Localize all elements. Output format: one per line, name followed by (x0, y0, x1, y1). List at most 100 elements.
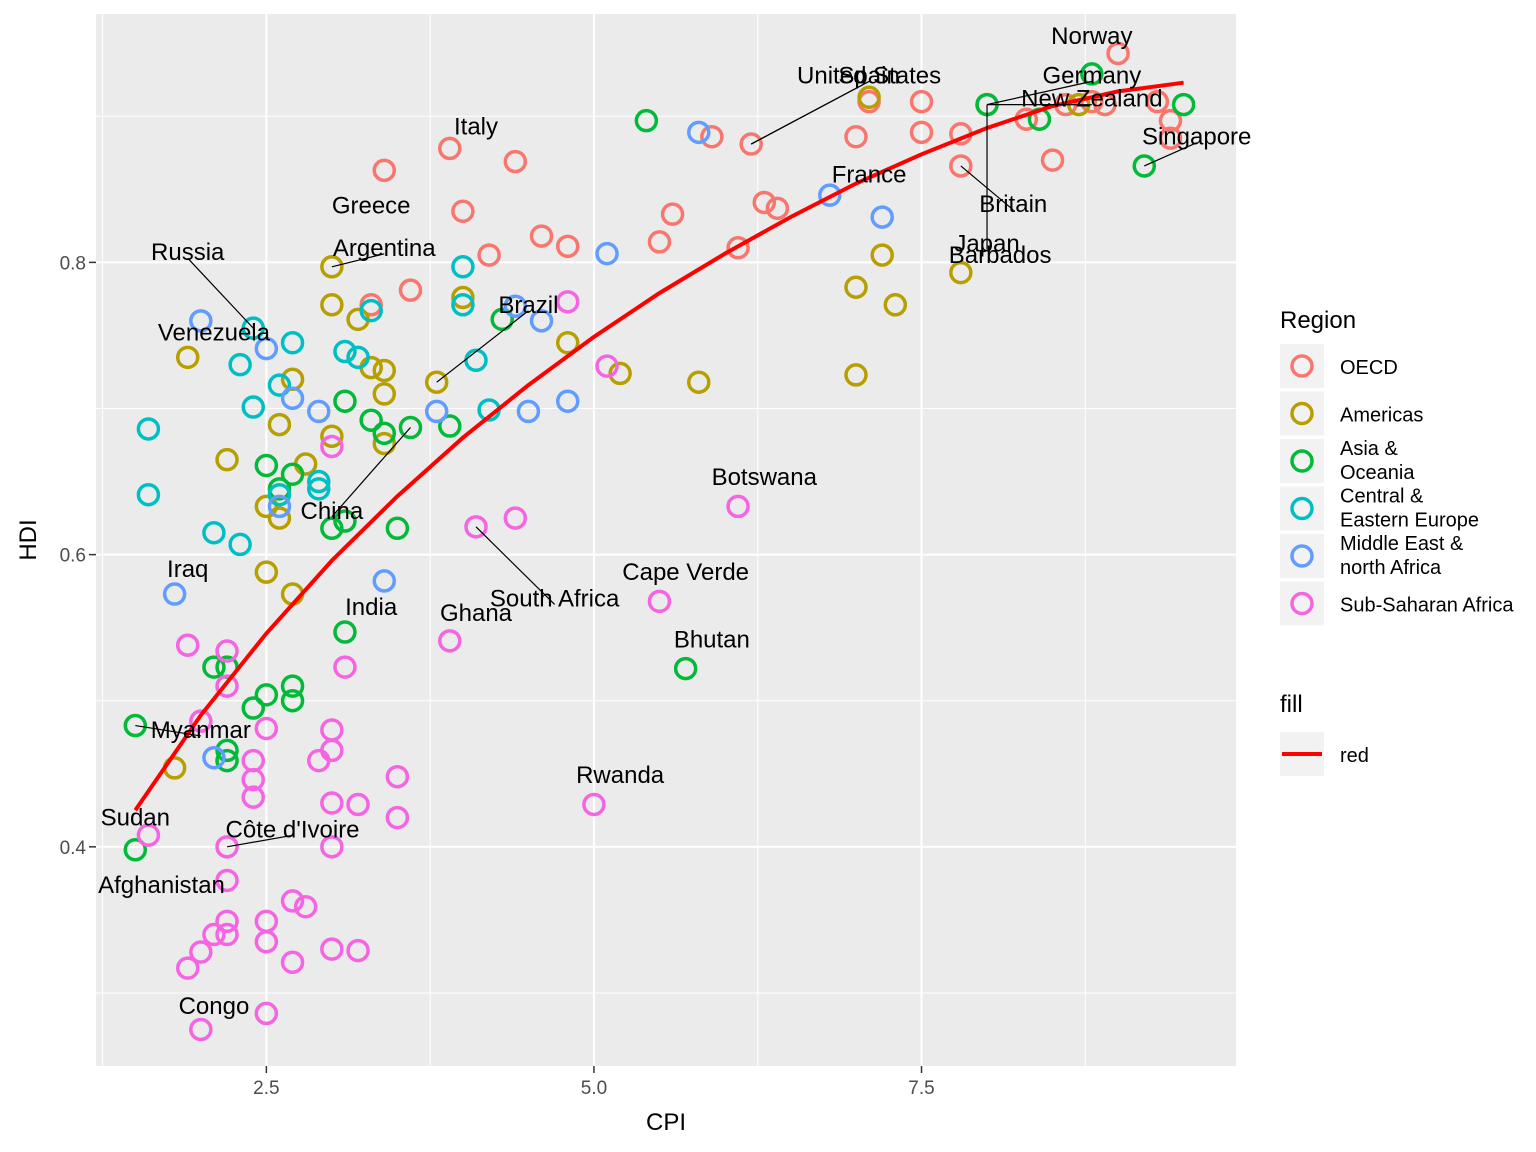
data-point (123, 838, 148, 862)
data-point (424, 370, 449, 394)
point-label: India (345, 594, 398, 621)
legend-marker (1290, 591, 1314, 616)
data-point (451, 285, 475, 310)
data-point (333, 620, 357, 644)
data-point (372, 431, 397, 456)
data-point (739, 132, 763, 156)
legend-marker (1290, 354, 1314, 378)
data-point (1106, 41, 1130, 66)
point-label: Spain (838, 62, 899, 89)
legend-key (1280, 439, 1324, 483)
data-point (320, 835, 344, 859)
legend-label-line: Eastern Europe (1340, 510, 1479, 532)
data-point (215, 639, 239, 663)
data-point (320, 937, 344, 961)
data-point (700, 124, 724, 149)
x-axis-title: CPI (646, 1109, 686, 1136)
data-point (503, 149, 528, 174)
point-label: Iraq (167, 556, 208, 583)
data-point (215, 674, 239, 698)
data-point (1145, 89, 1170, 114)
label-segment (331, 253, 385, 268)
data-point (215, 909, 239, 934)
data-point (267, 506, 292, 530)
data-point (320, 255, 344, 279)
data-point (647, 230, 672, 254)
point-label: Singapore (1142, 124, 1251, 151)
data-point (307, 469, 331, 494)
legend-key (1280, 534, 1324, 578)
data-point (333, 655, 357, 679)
data-point (346, 938, 370, 963)
legend-label-line: Oceania (1340, 462, 1415, 484)
data-point (595, 241, 619, 266)
point-label: Congo (179, 993, 250, 1020)
data-point (215, 738, 239, 763)
data-point (189, 1017, 213, 1042)
point-label: United States (797, 62, 941, 89)
data-point (202, 520, 226, 545)
data-point (438, 136, 462, 161)
data-point (529, 224, 554, 248)
data-point (320, 791, 344, 815)
data-point (320, 516, 344, 541)
data-points (123, 41, 1196, 1042)
data-point (595, 354, 619, 378)
data-point (241, 785, 265, 809)
data-point (726, 236, 750, 260)
data-point (529, 309, 554, 333)
legend-marker (1290, 449, 1314, 473)
point-label: Bhutan (674, 626, 750, 653)
legend-key (1280, 344, 1324, 388)
label-segment (750, 80, 870, 145)
point-label: Japan (954, 230, 1019, 257)
data-point (634, 108, 659, 133)
data-point (189, 309, 213, 333)
data-point (372, 421, 397, 446)
data-point (254, 683, 279, 707)
data-point (175, 633, 200, 657)
data-point (346, 345, 370, 370)
point-label: Botswana (712, 464, 818, 491)
data-point (254, 930, 279, 954)
x-tick-label: 7.5 (908, 1078, 934, 1099)
data-point (202, 922, 226, 947)
point-label: Cape Verde (622, 559, 749, 586)
data-point (123, 713, 148, 738)
data-point (307, 477, 331, 501)
data-point (1040, 148, 1065, 172)
legend-label: Americas (1340, 405, 1423, 427)
point-label: Italy (454, 114, 498, 141)
legend-label: Middle East & north Africa (1340, 533, 1464, 579)
point-label: Norway (1051, 23, 1132, 50)
data-point (254, 560, 279, 584)
point-label: Greece (332, 192, 411, 219)
legend-label: Sub-Saharan Africa (1340, 595, 1514, 617)
label-segment (226, 834, 293, 848)
data-point (909, 120, 934, 145)
grid-minor (96, 14, 1236, 1066)
data-point (385, 516, 410, 541)
point-label: Barbados (949, 242, 1052, 269)
data-point (320, 293, 344, 317)
data-point (175, 345, 200, 370)
data-point (359, 298, 383, 323)
data-point (385, 764, 410, 789)
point-label: Venezuela (158, 320, 271, 347)
data-point (503, 294, 528, 318)
data-point (438, 414, 462, 438)
trend-line-group (133, 80, 1184, 812)
point-label: France (832, 162, 907, 189)
data-point (254, 716, 279, 741)
point-label: Britain (979, 191, 1047, 218)
point-label: Ghana (440, 600, 513, 627)
data-point (726, 494, 750, 519)
legend-key (1280, 391, 1324, 436)
plot-panel (96, 14, 1236, 1066)
legend-key (1280, 581, 1324, 626)
data-point (307, 399, 331, 424)
data-point (228, 352, 252, 377)
data-point (464, 515, 488, 539)
